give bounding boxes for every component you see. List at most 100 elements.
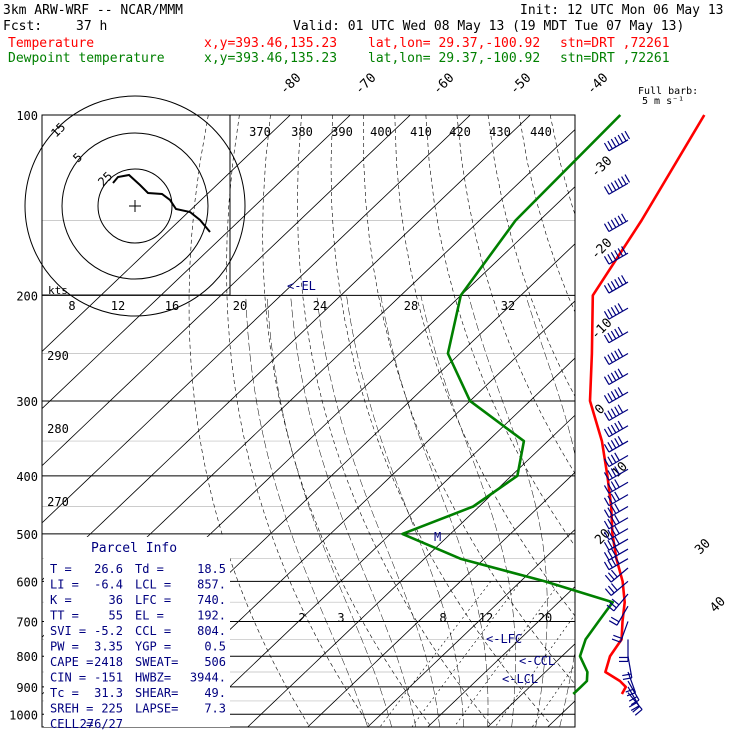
dry-adiabat	[518, 115, 575, 313]
dew-legend-name: Dewpoint temperature	[8, 51, 165, 66]
parcel-value: 225	[101, 702, 123, 716]
dry-adiabat	[706, 115, 740, 725]
wind-barb-flag	[614, 479, 620, 488]
theta-label: 380	[291, 125, 313, 139]
dry-adiabat	[612, 115, 740, 725]
wind-barb-flag	[630, 705, 640, 711]
wind-barb-flag	[617, 134, 624, 144]
wind-barb-flag	[610, 219, 617, 228]
wind-barb	[606, 593, 629, 612]
wind-barb-flag	[610, 583, 618, 591]
parcel-value: 276/27	[80, 717, 123, 731]
theta-label: 410	[410, 125, 432, 139]
wind-barb-flag	[607, 572, 615, 580]
wind-barb-flag	[603, 256, 610, 265]
isobar-label: 300	[16, 395, 38, 409]
isotherm-label: -30	[588, 154, 615, 181]
lcl-label: <-LCL	[502, 672, 538, 686]
wind-barb-flag	[607, 393, 613, 402]
wind-barb-flag	[610, 481, 617, 490]
wind-barb-flag	[603, 509, 610, 518]
parcel-key: Td =	[135, 562, 164, 576]
parcel-value: 55	[109, 609, 123, 623]
hodo-speed-label: 24	[313, 299, 327, 313]
fcst-value: 37 h	[76, 19, 108, 34]
wind-barb-flag	[614, 136, 620, 146]
wind-barb	[603, 503, 629, 518]
wind-barb-flag	[617, 348, 624, 357]
wind-barb-flag	[617, 326, 624, 336]
model-title: 3km ARW-WRF -- NCAR/MMM	[3, 3, 184, 18]
wind-barb-flag	[603, 458, 610, 467]
wind-barb-flag	[617, 436, 624, 445]
wind-barb-staff	[608, 517, 629, 530]
wind-barb-flag	[607, 441, 613, 451]
moist-adiabat	[316, 295, 440, 727]
wind-barb-flag	[603, 531, 610, 540]
dry-adiabat	[487, 115, 575, 398]
wind-barb-flag	[614, 328, 620, 338]
parcel-value: 49.	[204, 686, 226, 700]
parcel-value: -6.4	[94, 578, 123, 592]
wind-barb-staff	[608, 307, 629, 320]
theta-label: 430	[489, 125, 511, 139]
wind-barb-flag	[610, 537, 617, 547]
wind-barb-flag	[607, 539, 613, 549]
isobar-label: 200	[16, 289, 38, 303]
wind-barb-flag	[609, 601, 617, 609]
wind-barb-staff	[608, 408, 629, 421]
wind-barb-flag	[614, 250, 620, 259]
isobar-label: 600	[16, 575, 38, 589]
wind-barb-flag	[617, 248, 624, 257]
parcel-info-box: Parcel Info T = 26.6 Td = 18.5 LI = -6.4 LCL = 8…	[44, 537, 230, 731]
wind-barb	[627, 692, 643, 716]
theta-label: 420	[449, 125, 471, 139]
wind-barb-flag	[610, 569, 618, 578]
theta-label: 390	[331, 125, 353, 139]
wind-barb-flag	[610, 307, 617, 316]
wind-barb-flag	[610, 372, 617, 381]
wind-barb-flag	[624, 174, 631, 183]
wind-barb-flag	[610, 493, 617, 502]
isotherm-line	[187, 357, 575, 727]
barb-legend-units: 5 m s⁻¹	[642, 96, 684, 107]
parcel-value: 36	[109, 593, 123, 607]
wind-barb	[603, 326, 629, 344]
parcel-key: PW =	[50, 640, 79, 654]
wind-barb-flag	[610, 557, 617, 567]
wind-barb-flag	[607, 140, 613, 150]
wind-barb-flag	[603, 186, 610, 195]
wind-barb-flag	[607, 585, 615, 594]
wind-barb-flag	[610, 454, 617, 463]
moist-adiabat	[468, 295, 548, 727]
wind-barb-staff	[608, 505, 629, 518]
isotherm-line	[42, 115, 351, 410]
wind-barb-flag	[614, 491, 620, 500]
wind-barb-flag	[607, 529, 613, 538]
wind-barb-flag	[607, 507, 613, 516]
wind-barb-flag	[617, 387, 624, 396]
parcel-key: SWEAT=	[135, 655, 178, 669]
temp-legend-latlon: lat,lon= 29.37,-100.92	[368, 36, 541, 51]
parcel-key: K =	[50, 593, 72, 607]
lfc-label: <-LFC	[486, 632, 522, 646]
wind-barb-flag	[603, 376, 610, 385]
wind-barb-flag	[614, 438, 620, 447]
parcel-key: HWBZ=	[135, 671, 171, 685]
temp-legend-xy: x,y=393.46,135.23	[204, 36, 338, 51]
wind-barb	[603, 420, 629, 438]
moist-adiabat	[346, 295, 464, 727]
wind-barb	[603, 491, 629, 507]
wind-barb-flag	[603, 412, 610, 421]
wind-barb-flag	[603, 561, 610, 571]
dry-adiabat	[643, 115, 740, 725]
parcel-key: SVI =	[50, 624, 86, 638]
wind-barb-flag	[621, 275, 627, 284]
wind-barb-staff	[610, 580, 629, 596]
dry-adiabat	[188, 115, 309, 725]
wind-barb-flag	[621, 176, 627, 185]
mixing-ratio-line	[453, 581, 561, 727]
wind-barb	[603, 546, 629, 561]
wind-barb-flag	[621, 246, 627, 255]
hodo-speed-label: 32	[501, 299, 515, 313]
